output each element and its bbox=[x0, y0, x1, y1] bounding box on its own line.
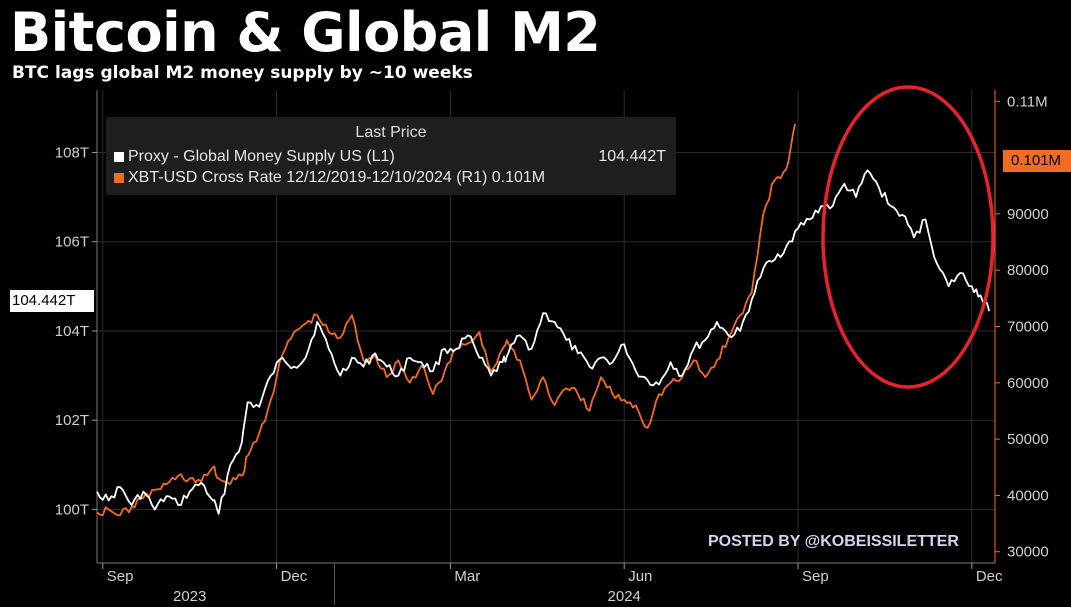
x-tick-label: Mar bbox=[454, 568, 480, 585]
legend-row-m2: Proxy - Global Money Supply US (L1) bbox=[114, 148, 395, 166]
left-tick-label: 100T bbox=[55, 501, 89, 518]
legend-row-btc: XBT-USD Cross Rate 12/12/2019-12/10/2024… bbox=[114, 169, 545, 187]
left-axis-ticks: 100T 102T 104T 106T 108T bbox=[55, 144, 97, 518]
x-tick-label: Jun bbox=[628, 568, 652, 585]
legend: Last Price Proxy - Global Money Supply U… bbox=[106, 117, 676, 195]
left-tick-label: 106T bbox=[55, 234, 89, 251]
x-tick-label: Dec bbox=[976, 568, 1003, 585]
legend-label-m2: Proxy - Global Money Supply US (L1) bbox=[128, 148, 395, 165]
right-tick-label: 80000 bbox=[1007, 262, 1049, 279]
left-tick-label: 108T bbox=[55, 144, 89, 161]
x-tick-label: Sep bbox=[107, 568, 134, 585]
legend-label-btc: XBT-USD Cross Rate 12/12/2019-12/10/2024… bbox=[128, 169, 545, 186]
legend-swatch-white bbox=[114, 152, 124, 162]
watermark: POSTED BY @KOBEISSILETTER bbox=[708, 533, 959, 551]
right-tick-label: 50000 bbox=[1007, 431, 1049, 448]
right-tick-label: 60000 bbox=[1007, 375, 1049, 392]
left-tick-label: 104T bbox=[55, 323, 89, 340]
right-tick-label: 70000 bbox=[1007, 319, 1049, 336]
highlight-circle bbox=[823, 87, 993, 387]
right-tick-label: 30000 bbox=[1007, 544, 1049, 561]
legend-value-m2: 104.442T bbox=[598, 148, 666, 166]
legend-swatch-orange bbox=[114, 173, 124, 183]
x-year-label: 2024 bbox=[608, 588, 641, 605]
right-tick-label: 90000 bbox=[1007, 206, 1049, 223]
x-axis-ticks: Sep Dec Mar Jun Sep Dec 2023 2024 bbox=[103, 563, 1003, 605]
chart-canvas: 100T 102T 104T 106T 108T 30000 40000 50000 6000… bbox=[0, 0, 1071, 607]
left-last-value-tag: 104.442T bbox=[10, 290, 94, 312]
x-tick-label: Dec bbox=[281, 568, 308, 585]
x-year-label: 2023 bbox=[173, 588, 206, 605]
right-tick-label: 40000 bbox=[1007, 487, 1049, 504]
left-tick-label: 102T bbox=[55, 412, 89, 429]
legend-header: Last Price bbox=[106, 124, 676, 142]
x-tick-label: Sep bbox=[802, 568, 829, 585]
right-last-value-tag: 0.101M bbox=[1003, 150, 1071, 172]
series-line-m2 bbox=[97, 170, 989, 514]
right-tick-label: 0.11M bbox=[1007, 93, 1048, 110]
